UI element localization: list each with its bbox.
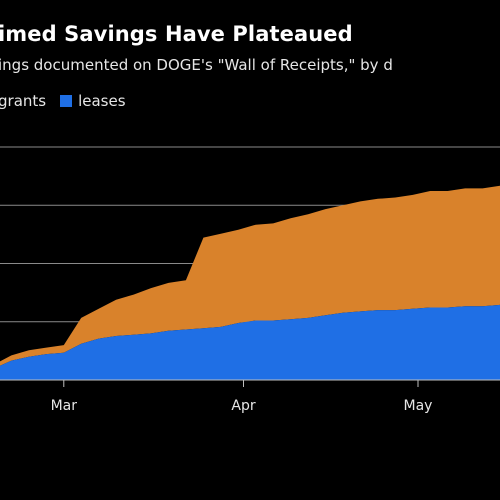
x-tick-label-mar: Mar [51,398,78,414]
legend-item-grants: grants [0,92,46,110]
chart-subtitle: ings documented on DOGE's "Wall of Recei… [0,56,393,74]
chart-title: imed Savings Have Plateaued [0,22,353,46]
legend-label-grants: grants [0,92,47,110]
legend-item-leases: leases [46,92,126,110]
area-leases [0,304,500,380]
legend-swatch-leases [60,95,73,107]
area-grants [0,185,500,366]
chart-legend: grants leases [0,92,126,110]
legend-label-leases: leases [78,92,126,110]
x-tick-label-may: May [404,398,433,414]
x-tick-label-apr: Apr [231,398,255,414]
